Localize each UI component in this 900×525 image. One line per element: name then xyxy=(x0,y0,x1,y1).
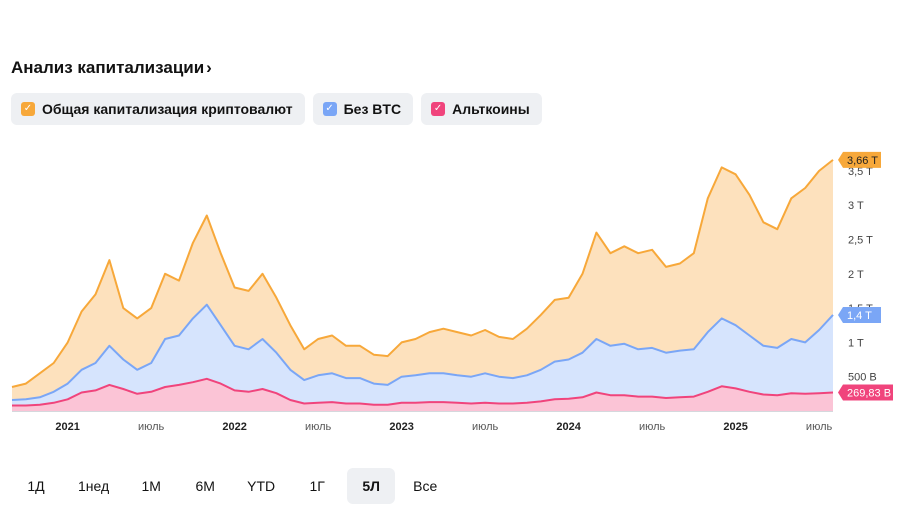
period-1w[interactable]: 1нед xyxy=(78,478,110,494)
period-1y[interactable]: 1Г xyxy=(309,478,325,494)
period-1m[interactable]: 1М xyxy=(141,478,161,494)
x-tick-label-1: июль xyxy=(138,421,165,433)
x-tick-label-9: июль xyxy=(806,421,833,433)
y-tick-label-4: 2,5 T xyxy=(848,234,873,246)
x-tick-label-8: 2025 xyxy=(723,421,747,433)
legend-label: Общая капитализация криптовалют xyxy=(42,101,293,117)
x-tick-label-5: июль xyxy=(472,421,499,433)
x-tick-label-0: 2021 xyxy=(55,421,79,433)
legend-label: Альткоины xyxy=(452,101,530,117)
legend-item-altcoins[interactable]: ✓ Альткоины xyxy=(421,93,542,125)
x-tick-label-3: июль xyxy=(305,421,332,433)
y-tick-label-5: 3 T xyxy=(848,200,864,212)
title-text: Анализ капитализации xyxy=(11,58,205,77)
period-all[interactable]: Все xyxy=(413,478,438,494)
x-tick-label-7: июль xyxy=(639,421,666,433)
last-value-badge-0 xyxy=(838,151,881,168)
last-value-label-2: 269,83 B xyxy=(847,387,891,399)
last-value-label-0: 3,66 T xyxy=(847,155,878,167)
series-area-2 xyxy=(12,378,833,411)
y-tick-label-1: 1 T xyxy=(848,337,864,349)
period-1d[interactable]: 1Д xyxy=(27,478,45,494)
page-title[interactable]: Анализ капитализации › xyxy=(11,58,212,78)
series-line-1 xyxy=(11,303,834,401)
legend: ✓ Общая капитализация криптовалют ✓ Без … xyxy=(11,93,542,125)
y-tick-label-3: 2 T xyxy=(848,269,864,281)
checkbox-checked-icon[interactable]: ✓ xyxy=(322,102,337,116)
y-tick-label-6: 3,5 T xyxy=(848,166,873,178)
checkbox-checked-icon[interactable]: ✓ xyxy=(21,102,35,116)
period-selector: 1Д 1нед 1М 6М YTD 1Г 5Л Все xyxy=(12,468,449,504)
period-5y[interactable]: 5Л xyxy=(347,468,396,504)
legend-label: Без BTC xyxy=(343,101,402,117)
series-line-2 xyxy=(12,377,834,407)
last-value-badge-2 xyxy=(838,384,893,401)
x-tick-label-6: 2024 xyxy=(556,421,581,433)
x-tick-label-4: 2023 xyxy=(389,421,413,433)
market-cap-chart[interactable]: 500 B1 T1,5 T2 T2,5 T3 T3,5 T2021июль202… xyxy=(0,130,900,445)
series-line-0 xyxy=(11,159,834,388)
checkbox-checked-icon[interactable]: ✓ xyxy=(431,102,446,116)
chevron-right-icon: › xyxy=(206,58,212,77)
legend-item-total[interactable]: ✓ Общая капитализация криптовалют xyxy=(11,93,305,125)
y-tick-label-0: 500 B xyxy=(848,372,877,384)
period-6m[interactable]: 6М xyxy=(195,478,215,494)
x-tick-label-2: 2022 xyxy=(222,421,246,433)
last-value-badge-1 xyxy=(838,306,881,323)
period-ytd[interactable]: YTD xyxy=(247,478,276,494)
last-value-label-1: 1,4 T xyxy=(847,310,872,322)
legend-item-no-btc[interactable]: ✓ Без BTC xyxy=(312,93,414,125)
